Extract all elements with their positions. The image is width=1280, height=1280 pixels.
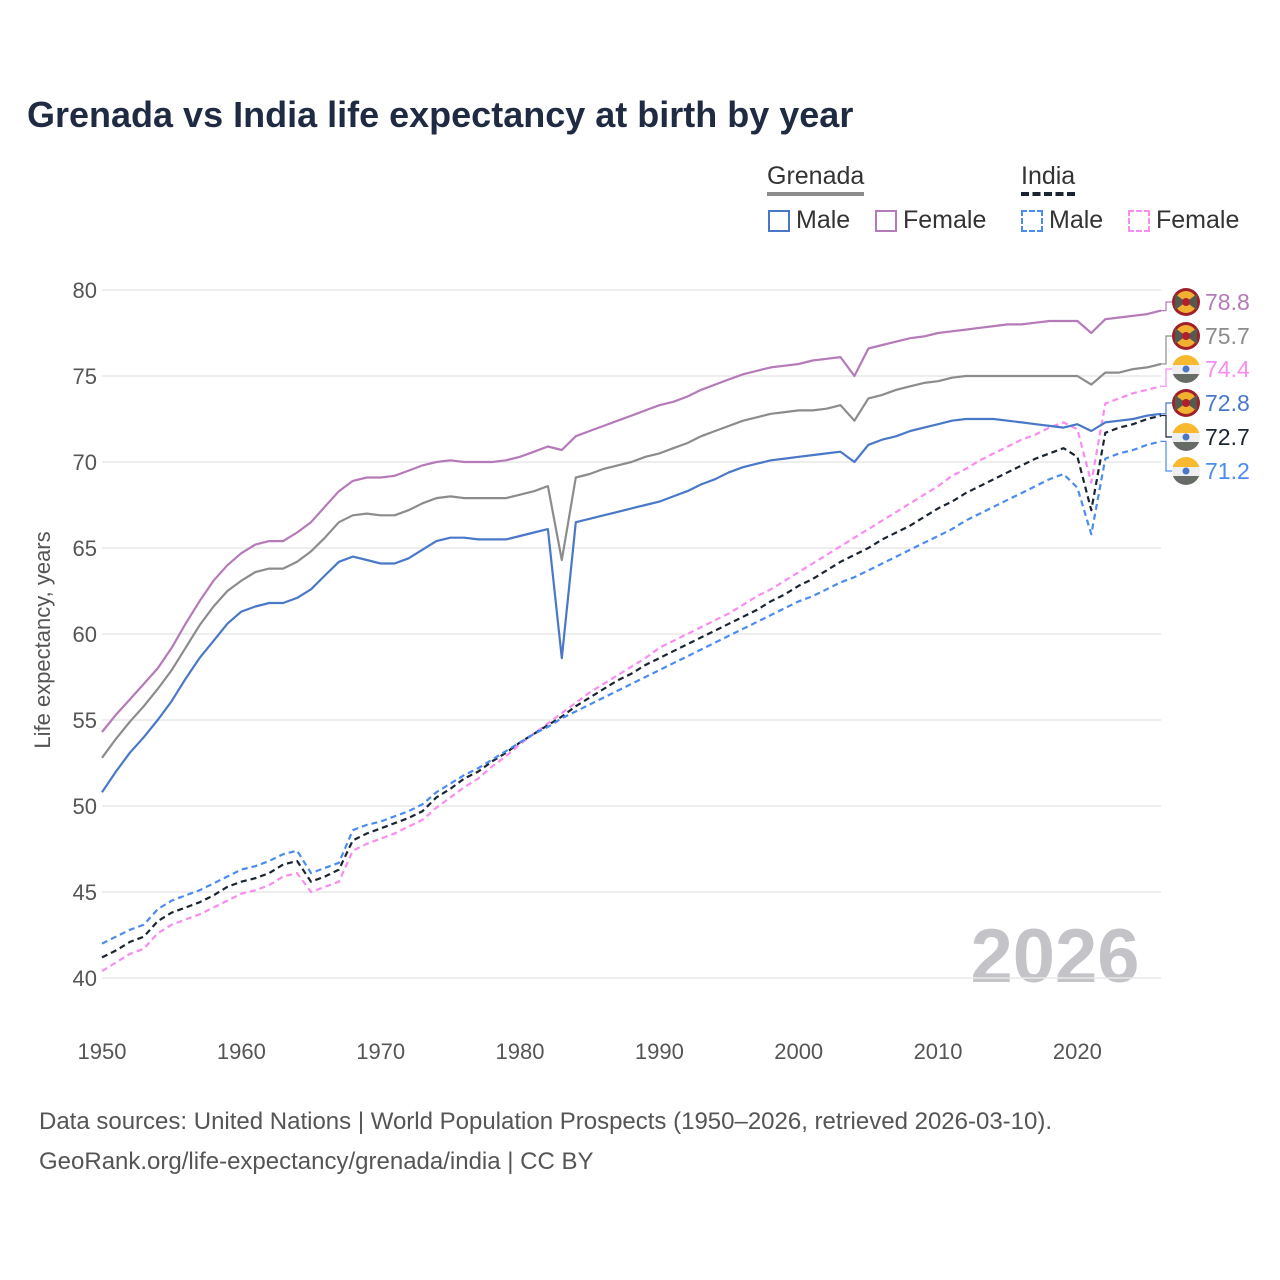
- series-line-india-female: [101, 385, 1162, 973]
- legend-swatch: [875, 209, 897, 232]
- chart-title: Grenada vs India life expectancy at birt…: [27, 94, 854, 135]
- x-tick-label: 1970: [356, 1039, 405, 1064]
- legend-item-grenada-female[interactable]: Female: [875, 206, 986, 235]
- x-tick-label: 2000: [774, 1039, 823, 1064]
- legend-group-label: Grenada: [767, 162, 865, 190]
- x-tick-label: 2010: [914, 1039, 963, 1064]
- grenada-flag-icon: [1172, 322, 1200, 350]
- series-line-india-male: [101, 440, 1162, 945]
- year-watermark: 2026: [970, 914, 1139, 999]
- series-line-grenada-female: [101, 309, 1162, 733]
- x-tick-label: 1980: [496, 1039, 545, 1064]
- legend-group-grenada: Grenada: [767, 162, 865, 196]
- india-flag-icon: [1172, 423, 1200, 451]
- legend-item-india-female[interactable]: Female: [1128, 206, 1239, 235]
- y-tick-label: 40: [73, 966, 97, 991]
- label-connector: [1161, 335, 1172, 365]
- grenada-flag-icon: [1172, 389, 1200, 417]
- x-tick-label: 2020: [1053, 1039, 1102, 1064]
- legend-group-india: India: [1021, 162, 1076, 196]
- legend-label: Male: [1049, 206, 1104, 234]
- y-tick-label: 65: [73, 536, 97, 561]
- india-flag-icon: [1172, 457, 1200, 485]
- end-value-label: 74.4: [1205, 356, 1250, 382]
- series-line-grenada-male: [101, 412, 1162, 793]
- label-connector: [1161, 368, 1172, 387]
- end-value-label: 75.7: [1205, 323, 1250, 349]
- label-connector: [1161, 414, 1172, 438]
- x-tick-label: 1990: [635, 1039, 684, 1064]
- y-tick-label: 80: [73, 278, 97, 303]
- source-line-2[interactable]: GeoRank.org/life-expectancy/grenada/indi…: [39, 1148, 594, 1175]
- legend-label: Female: [903, 206, 987, 234]
- legend-swatch: [1021, 209, 1043, 232]
- grenada-flag-icon: [1172, 288, 1200, 316]
- legend-group-label: India: [1021, 162, 1076, 190]
- end-value-label: 72.8: [1205, 390, 1250, 416]
- series-line-india: [101, 414, 1162, 959]
- end-value-label: 71.2: [1205, 458, 1250, 484]
- label-connector: [1161, 440, 1172, 472]
- india-flag-icon: [1172, 355, 1200, 383]
- series-line-grenada: [101, 362, 1162, 759]
- y-tick-label: 75: [73, 364, 97, 389]
- legend-group-line: [1021, 192, 1076, 196]
- end-value-label: 72.7: [1205, 424, 1250, 450]
- x-tick-label: 1950: [78, 1039, 127, 1064]
- y-tick-label: 50: [73, 794, 97, 819]
- legend-item-india-male[interactable]: Male: [1021, 206, 1103, 235]
- legend-swatch: [768, 209, 790, 232]
- y-tick-label: 45: [73, 880, 97, 905]
- y-tick-label: 60: [73, 622, 97, 647]
- legend-label: Male: [796, 206, 851, 234]
- x-tick-label: 1960: [217, 1039, 266, 1064]
- y-tick-label: 55: [73, 708, 97, 733]
- label-connector: [1161, 402, 1172, 415]
- y-axis-label: Life expectancy, years: [30, 531, 55, 748]
- y-tick-label: 70: [73, 450, 97, 475]
- legend-swatch: [1128, 209, 1150, 232]
- end-value-label: 78.8: [1205, 289, 1250, 315]
- legend-group-line: [767, 192, 865, 196]
- label-connector: [1161, 301, 1172, 312]
- source-line-1: Data sources: United Nations | World Pop…: [39, 1108, 1053, 1135]
- legend-label: Female: [1156, 206, 1240, 234]
- legend-item-grenada-male[interactable]: Male: [768, 206, 850, 235]
